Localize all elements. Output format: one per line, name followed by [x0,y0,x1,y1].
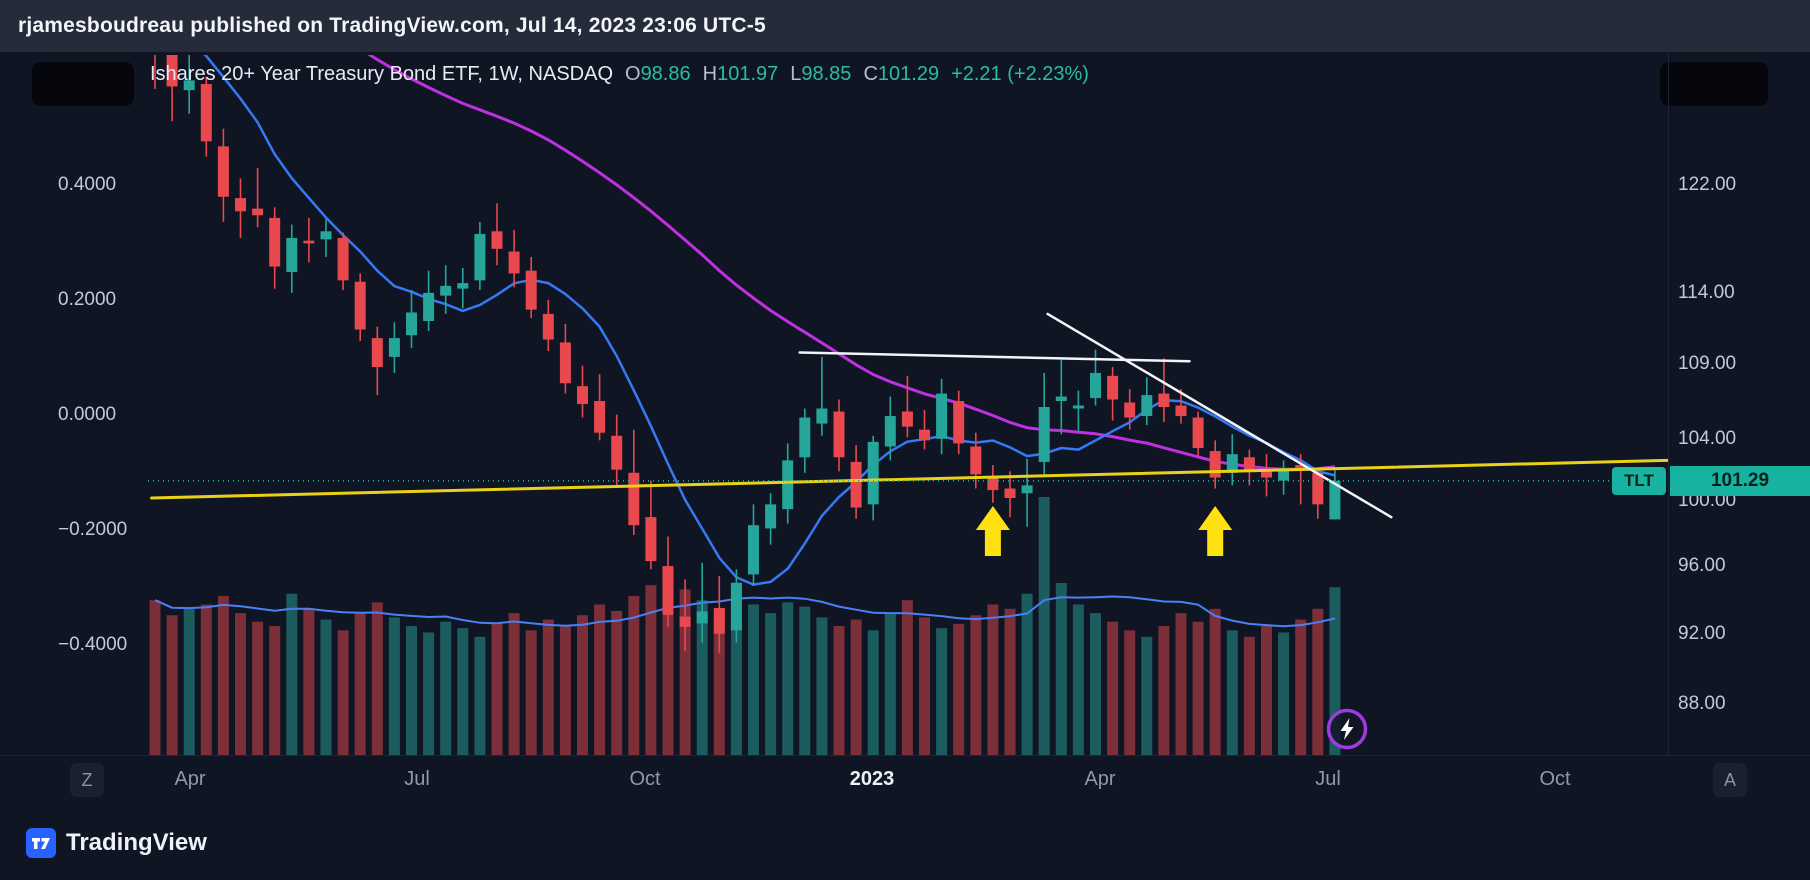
right-price-tick: 109.00 [1678,353,1737,375]
chart-pane[interactable]: Ishares 20+ Year Treasury Bond ETF, 1W, … [0,52,1810,755]
right-price-tick: 114.00 [1678,281,1735,303]
brand-name[interactable]: TradingView [66,828,207,856]
left-price-tick: −0.2000 [58,519,128,540]
blackout-panel-right [1660,62,1768,106]
right-price-tick: 104.00 [1678,427,1737,449]
ohlc-low: L98.85 [790,63,852,85]
auto-scale-button[interactable]: A [1713,763,1747,797]
ohlc-open: O98.86 [625,63,691,85]
symbol-flag-text: TLT [1624,470,1654,490]
time-tick: Jul [1315,768,1341,790]
time-tick: Apr [174,768,206,790]
tradingview-logo-icon[interactable] [26,827,56,858]
blackout-panel-left [32,62,134,106]
time-tick: Oct [1539,768,1571,790]
symbol-title[interactable]: Ishares 20+ Year Treasury Bond ETF, 1W, … [150,63,613,85]
price-chart-canvas[interactable] [0,52,1810,755]
ohlc-high: H101.97 [702,63,779,85]
timezone-button[interactable]: Z [70,763,104,797]
time-tick: Oct [629,768,661,790]
footer-bar: TradingView [0,805,1810,880]
left-price-tick: 0.4000 [58,174,117,195]
ohlc-close: C101.29 [863,63,940,85]
time-tick: Jul [404,768,430,790]
lightning-boost-icon[interactable] [1325,707,1369,751]
left-price-tick: 0.2000 [58,289,117,310]
right-price-tick: 92.00 [1678,622,1726,644]
publish-text: rjamesboudreau published on TradingView.… [18,14,766,37]
time-tick: 2023 [849,768,895,790]
last-price-label: 101.29 [1670,465,1810,496]
chart-legend: Ishares 20+ Year Treasury Bond ETF, 1W, … [150,63,1089,86]
left-price-tick: −0.4000 [58,634,128,655]
right-price-tick: 96.00 [1678,555,1726,577]
change-value: +2.21 (+2.23%) [951,63,1089,85]
left-price-tick: 0.0000 [58,404,117,425]
right-scale-divider [1668,52,1669,755]
last-price-text: 101.29 [1710,469,1770,491]
symbol-price-flag: TLT [1612,466,1666,495]
time-axis[interactable]: Z Apr Jul Oct 2023 Apr Jul Oct A [0,755,1810,805]
right-price-tick: 122.00 [1678,174,1737,195]
publish-bar: rjamesboudreau published on TradingView.… [0,0,1810,52]
time-tick: Apr [1084,768,1116,790]
right-price-tick: 88.00 [1678,693,1726,715]
